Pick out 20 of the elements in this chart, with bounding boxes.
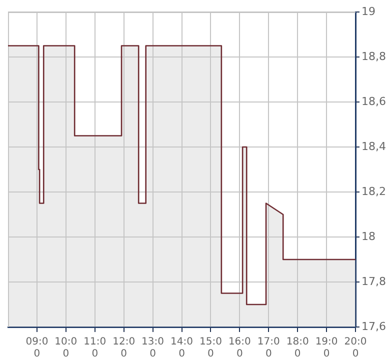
x-tick-label: 19:00	[315, 336, 338, 360]
y-tick-label: 18	[362, 230, 376, 243]
x-tick-label: 14:00	[170, 336, 193, 360]
x-tick-label: 15:00	[199, 336, 222, 360]
y-tick-label: 17,6	[362, 320, 386, 333]
x-tick-label: 10:00	[54, 336, 78, 360]
x-tick-label: 20:00	[344, 336, 367, 360]
y-tick-label: 18,4	[362, 140, 386, 153]
y-tick-label: 18,6	[362, 94, 386, 108]
x-tick-label: 12:00	[112, 336, 136, 360]
y-tick-label: 18,2	[362, 184, 386, 198]
x-tick-label: 11:00	[84, 336, 106, 360]
x-tick-label: 09:00	[26, 336, 48, 360]
y-tick-label: 18,8	[362, 50, 386, 63]
x-tick-label: 16:00	[228, 336, 251, 360]
y-tick-label: 17,8	[362, 274, 386, 288]
x-tick-label: 13:00	[142, 336, 164, 360]
x-tick-label: 17:00	[257, 336, 280, 360]
x-tick-label: 18:00	[286, 336, 309, 360]
y-tick-label: 19	[362, 4, 376, 18]
